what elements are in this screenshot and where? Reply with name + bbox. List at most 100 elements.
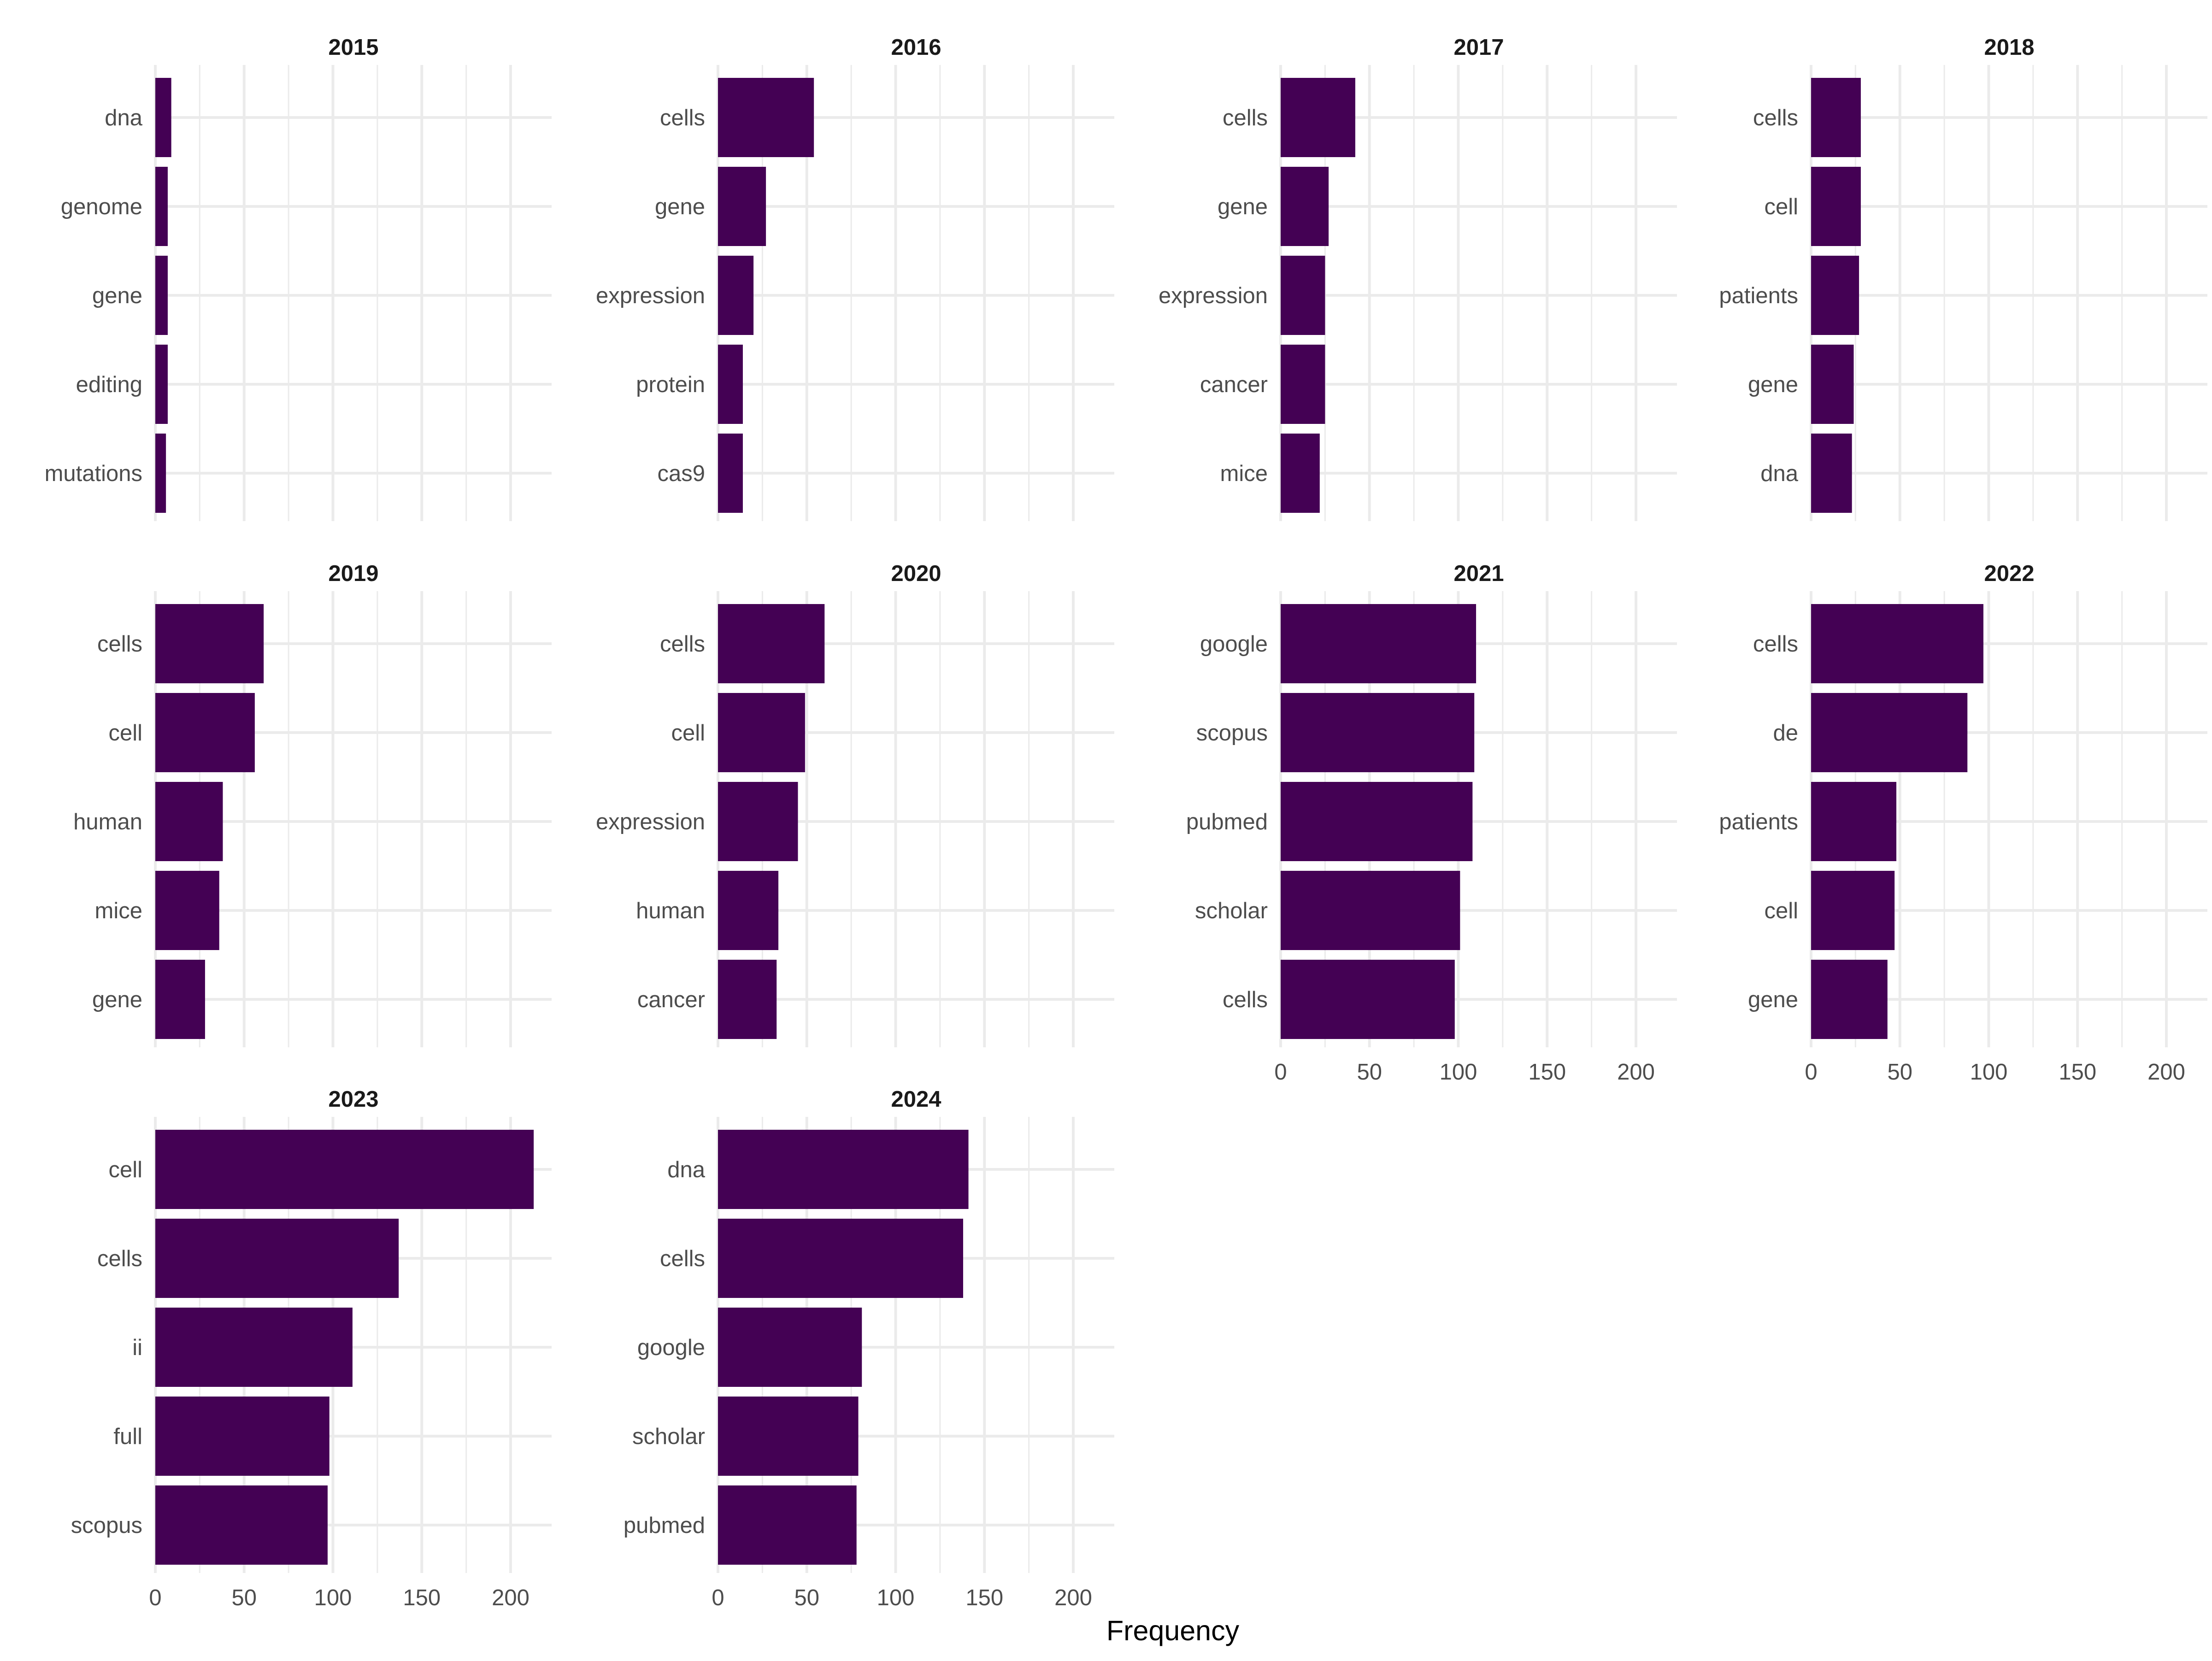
x-tick-label: 200 xyxy=(2147,1060,2185,1085)
category-label: cell xyxy=(108,721,142,745)
bar-expression xyxy=(718,782,798,861)
facet-panel-2023: 2023 cell cells ii full scopus 0 50 100 150 200 xyxy=(71,1087,552,1610)
category-label: pubmed xyxy=(624,1513,705,1538)
facet-panel-2022: 2022 cells de patients cell gene 0 50 100 150 200 xyxy=(1719,561,2207,1085)
category-label: cancer xyxy=(637,987,705,1012)
category-label: scholar xyxy=(1195,898,1268,923)
category-label: cell xyxy=(108,1157,142,1182)
bar-cells xyxy=(1281,78,1355,157)
category-label: pubmed xyxy=(1186,810,1268,834)
x-tick-label: 100 xyxy=(877,1585,915,1610)
bar-scopus xyxy=(155,1485,328,1565)
panel-title: 2024 xyxy=(891,1087,941,1112)
category-label: gene xyxy=(1748,987,1798,1012)
bar-human xyxy=(155,782,223,861)
bar-cells xyxy=(718,78,814,157)
panel-title: 2018 xyxy=(1984,35,2034,60)
bar-expression xyxy=(1281,256,1325,335)
facet-panel-2019: 2019 cells cell human mice gene xyxy=(73,561,552,1047)
bar-dna xyxy=(155,78,171,157)
panel-title: 2023 xyxy=(328,1087,378,1112)
x-tick-label: 150 xyxy=(403,1585,441,1610)
bar-scholar xyxy=(1281,871,1460,950)
category-label: de xyxy=(1773,721,1798,745)
facet-panel-2018: 2018 cells cell patients gene dna xyxy=(1719,35,2207,521)
x-tick-label: 0 xyxy=(1274,1060,1287,1085)
bar-patients xyxy=(1811,256,1859,335)
category-label: gene xyxy=(92,283,142,308)
category-label: mutations xyxy=(45,461,142,486)
x-tick-label: 0 xyxy=(1805,1060,1817,1085)
bar-cells xyxy=(155,604,264,683)
bar-patients xyxy=(1811,782,1897,861)
bar-google xyxy=(718,1308,862,1387)
facet-panel-2015: 2015 dna genome gene editing mutations xyxy=(45,35,552,521)
x-tick-label: 0 xyxy=(149,1585,161,1610)
bar-expression xyxy=(718,256,754,335)
bar-mutations xyxy=(155,434,166,513)
panel-title: 2017 xyxy=(1453,35,1504,60)
x-tick-label: 200 xyxy=(1054,1585,1092,1610)
category-label: mice xyxy=(95,898,142,923)
x-tick-label: 100 xyxy=(1440,1060,1477,1085)
bar-de xyxy=(1811,693,1968,772)
category-label: mice xyxy=(1220,461,1268,486)
category-label: cells xyxy=(660,1246,705,1271)
bar-cell xyxy=(155,693,255,772)
bar-protein xyxy=(718,345,743,424)
category-label: cells xyxy=(1223,106,1268,130)
facet-panel-2017: 2017 cells gene expression cancer mice xyxy=(1159,35,1677,521)
bar-dna xyxy=(718,1130,969,1209)
x-tick-label: 200 xyxy=(1617,1060,1655,1085)
category-label: human xyxy=(636,898,705,923)
bar-full xyxy=(155,1397,329,1476)
bar-scopus xyxy=(1281,693,1475,772)
bar-mice xyxy=(155,871,219,950)
bar-gene xyxy=(1281,167,1329,246)
panel-title: 2020 xyxy=(891,561,941,586)
category-label: editing xyxy=(76,372,142,397)
bar-cell xyxy=(718,693,805,772)
category-label: expression xyxy=(1159,283,1268,308)
category-label: dna xyxy=(667,1157,706,1182)
bar-pubmed xyxy=(1281,782,1473,861)
bar-cells xyxy=(718,604,825,683)
category-label: scopus xyxy=(71,1513,142,1538)
bar-cancer xyxy=(1281,345,1325,424)
category-label: ii xyxy=(132,1335,142,1360)
category-label: human xyxy=(73,810,142,834)
category-label: scopus xyxy=(1196,721,1268,745)
category-label: cells xyxy=(660,632,705,657)
facet-panel-2024: 2024 dna cells google scholar pubmed 0 50 100 150… xyxy=(624,1087,1114,1610)
bar-genome xyxy=(155,167,168,246)
category-label: cells xyxy=(97,632,142,657)
category-label: cancer xyxy=(1200,372,1268,397)
category-label: gene xyxy=(655,194,705,219)
category-label: protein xyxy=(636,372,705,397)
category-label: genome xyxy=(61,194,142,219)
bar-ii xyxy=(155,1308,353,1387)
bar-dna xyxy=(1811,434,1852,513)
bar-google xyxy=(1281,604,1477,683)
bar-gene xyxy=(1811,345,1854,424)
bar-cells xyxy=(1281,960,1455,1039)
category-label: cells xyxy=(97,1246,142,1271)
facet-panel-2016: 2016 cells gene expression protein cas9 xyxy=(596,35,1114,521)
category-label: gene xyxy=(92,987,142,1012)
x-tick-label: 100 xyxy=(314,1585,352,1610)
x-tick-label: 100 xyxy=(1970,1060,2008,1085)
category-label: scholar xyxy=(632,1424,705,1449)
category-label: dna xyxy=(1760,461,1799,486)
category-label: cells xyxy=(660,106,705,130)
category-label: full xyxy=(113,1424,142,1449)
bar-scholar xyxy=(718,1397,859,1476)
bar-cells xyxy=(1811,78,1861,157)
bar-gene xyxy=(155,960,205,1039)
category-label: cells xyxy=(1223,987,1268,1012)
category-label: patients xyxy=(1719,283,1798,308)
x-tick-label: 50 xyxy=(1887,1060,1912,1085)
bar-gene xyxy=(1811,960,1888,1039)
bar-cas9 xyxy=(718,434,743,513)
